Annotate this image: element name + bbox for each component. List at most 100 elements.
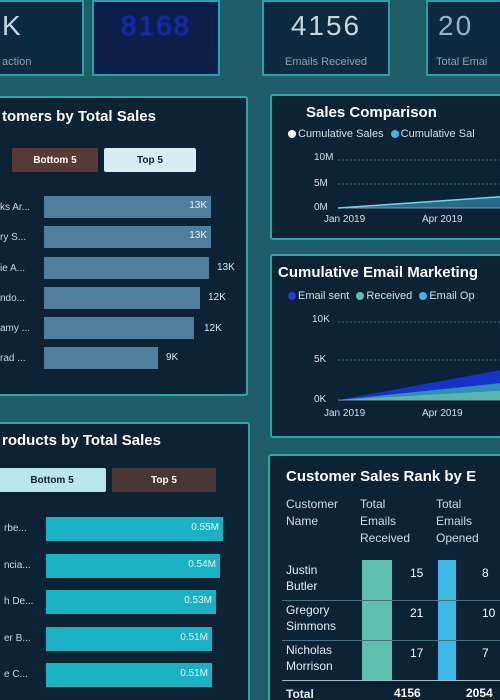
- legend-dot-icon: [288, 292, 296, 301]
- kpi-card-emails-opened: 20 Total Emai: [426, 0, 500, 76]
- product-bar[interactable]: 0.51M: [46, 627, 212, 651]
- products-by-sales-panel: roducts by Total Sales Bottom 5 Top 5 rb…: [0, 422, 250, 700]
- product-bar[interactable]: 0.53M: [46, 590, 216, 614]
- received-cell: 21: [410, 606, 424, 620]
- opened-cell: 10: [482, 606, 496, 620]
- bar-value: 12K: [208, 292, 226, 303]
- bar-value: 13K: [189, 230, 207, 241]
- y-tick: 10M: [314, 152, 334, 163]
- bottom5-toggle[interactable]: Bottom 5: [12, 148, 98, 172]
- customer-name: ie A...: [0, 263, 26, 274]
- column-header-received: Total Emails Received: [360, 497, 411, 545]
- customer-bar[interactable]: [44, 287, 200, 309]
- product-bar[interactable]: 0.55M: [46, 517, 223, 541]
- kpi-card-sales: K action: [0, 0, 84, 76]
- customer-bar[interactable]: [44, 317, 194, 339]
- received-bar: [362, 560, 392, 680]
- customer-name-cell: Nicholas Morrison: [286, 643, 333, 673]
- top5-toggle[interactable]: Top 5: [112, 468, 216, 492]
- opened-cell: 8: [482, 566, 489, 580]
- email-marketing-panel: Cumulative Email Marketing Email sent Re…: [270, 254, 500, 438]
- received-cell: 17: [410, 646, 424, 660]
- row-divider: [282, 640, 500, 641]
- product-bar[interactable]: 0.54M: [46, 554, 220, 578]
- legend-item: Received: [366, 290, 413, 302]
- bar-value: 0.53M: [184, 595, 212, 606]
- legend-item: Email sent: [298, 290, 350, 302]
- kpi-value: K: [2, 10, 23, 41]
- x-tick: Jan 2019: [324, 214, 366, 225]
- kpi-label: action: [2, 56, 32, 68]
- legend-dot-icon: [419, 292, 428, 301]
- x-tick: Apr 2019: [422, 408, 463, 419]
- customer-name: amy ...: [0, 323, 31, 334]
- legend-dot-icon: [356, 292, 365, 301]
- opened-cell: 7: [482, 646, 489, 660]
- chart-legend: Email sent Received Email Op: [288, 290, 475, 302]
- kpi-card-emails-sent: 8168: [92, 0, 220, 76]
- sales-comparison-panel: Sales Comparison Cumulative Sales Cumula…: [270, 94, 500, 240]
- customer-bar[interactable]: 13K: [44, 196, 211, 218]
- bar-value: 12K: [204, 323, 222, 334]
- kpi-card-emails-received: 4156 Emails Received: [262, 0, 390, 76]
- customer-name: ry S...: [0, 232, 27, 243]
- bar-value: 9K: [166, 352, 179, 363]
- customers-by-sales-panel: tomers by Total Sales Bottom 5 Top 5 ks …: [0, 96, 248, 396]
- legend-item: Cumulative Sal: [400, 128, 475, 140]
- panel-title: Sales Comparison: [306, 104, 437, 121]
- product-bar[interactable]: 0.51M: [46, 663, 212, 687]
- kpi-value: 8168: [120, 10, 192, 41]
- row-divider: [282, 600, 500, 601]
- kpi-value: 4156: [290, 10, 362, 41]
- bar-value: 0.54M: [188, 559, 216, 570]
- customer-name-cell: Justin Butler: [286, 563, 318, 593]
- customer-name-cell: Gregory Simmons: [286, 603, 337, 633]
- legend-dot-icon: [390, 130, 399, 139]
- kpi-label: Emails Received: [285, 56, 367, 68]
- received-cell: 15: [410, 566, 424, 580]
- customer-bar[interactable]: [44, 347, 158, 369]
- customer-name: rad ...: [0, 353, 26, 364]
- customer-sales-rank-panel: Customer Sales Rank by E Customer Name T…: [268, 454, 500, 700]
- total-divider: [282, 680, 500, 681]
- product-name: er B...: [4, 633, 31, 644]
- bar-value: 0.51M: [180, 632, 208, 643]
- bottom5-toggle[interactable]: Bottom 5: [0, 468, 106, 492]
- product-name: ncia...: [4, 560, 31, 571]
- y-tick: 0M: [314, 202, 328, 213]
- panel-title: tomers by Total Sales: [2, 108, 156, 125]
- legend-item: Cumulative Sales: [298, 128, 384, 140]
- top5-toggle[interactable]: Top 5: [104, 148, 196, 172]
- bar-value: 0.55M: [191, 522, 219, 533]
- panel-title: Cumulative Email Marketing: [278, 264, 479, 281]
- opened-bar: [438, 560, 456, 680]
- customer-bar[interactable]: [44, 257, 209, 279]
- customer-name: ks Ar...: [0, 202, 31, 213]
- y-tick: 5K: [314, 354, 327, 365]
- legend-dot-icon: [288, 130, 296, 139]
- product-name: h De...: [4, 596, 34, 607]
- bar-value: 0.51M: [180, 668, 208, 679]
- column-header-opened: Total Emails Opened: [436, 497, 479, 545]
- kpi-label: Total Emai: [436, 56, 488, 68]
- x-tick: Jan 2019: [324, 408, 366, 419]
- customer-bar[interactable]: 13K: [44, 226, 211, 248]
- bar-value: 13K: [217, 262, 235, 273]
- total-label: Total: [286, 687, 314, 700]
- bar-value: 13K: [189, 200, 207, 211]
- x-tick: Apr 2019: [422, 214, 463, 225]
- column-header-customer: Customer Name: [286, 497, 339, 528]
- sales-comparison-chart: [338, 159, 500, 209]
- email-marketing-chart: [338, 321, 500, 401]
- y-tick: 0K: [314, 394, 327, 405]
- panel-title: roducts by Total Sales: [2, 432, 161, 449]
- y-tick: 5M: [314, 178, 328, 189]
- customer-name: ndo...: [0, 293, 26, 304]
- total-received: 4156: [394, 686, 421, 700]
- y-tick: 10K: [312, 314, 330, 325]
- total-opened: 2054: [466, 686, 493, 700]
- kpi-value: 20: [438, 10, 474, 41]
- legend-item: Email Op: [429, 290, 475, 302]
- panel-title: Customer Sales Rank by E: [286, 468, 477, 485]
- product-name: e C...: [4, 669, 28, 680]
